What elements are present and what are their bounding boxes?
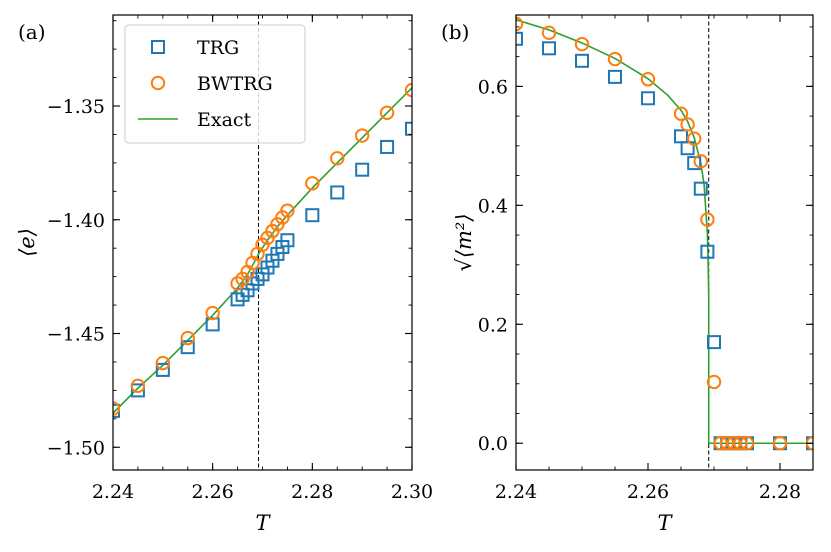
point-bwtrg: [680, 117, 695, 132]
point-trg: [516, 31, 523, 46]
y-tick-label: 0.0: [478, 433, 508, 455]
point-trg: [693, 181, 708, 196]
y-tick-label: −1.45: [47, 324, 105, 346]
point-bwtrg: [700, 212, 715, 227]
point-trg: [380, 139, 395, 154]
point-bwtrg: [379, 105, 395, 121]
point-bwtrg: [673, 106, 689, 121]
point-bwtrg: [280, 203, 295, 218]
point-bwtrg: [205, 305, 220, 321]
series-line-exact: [516, 18, 813, 445]
point-trg: [405, 121, 412, 136]
point-trg: [330, 185, 345, 200]
point-bwtrg: [155, 355, 171, 371]
point-trg: [235, 287, 250, 302]
x-tick-label: 2.28: [759, 481, 801, 503]
point-trg: [180, 340, 195, 355]
point-trg: [608, 69, 622, 84]
panel-a: 2.24 2.26 2.28 2.30 −1.50 −1.45 −1.40 −1.35 T ⟨e⟩…: [15, 14, 433, 535]
point-bwtrg: [354, 128, 370, 143]
point-bwtrg: [640, 72, 656, 87]
point-bwtrg: [772, 436, 788, 451]
point-bwtrg: [541, 25, 557, 41]
y-tick-label: 0.2: [478, 314, 508, 336]
point-trg: [305, 208, 320, 223]
point-trg: [280, 233, 295, 248]
series-line-exact: [113, 87, 412, 414]
legend-label: Exact: [197, 109, 252, 131]
point-bwtrg: [733, 436, 748, 451]
point-trg: [700, 244, 715, 259]
point-trg: [680, 141, 695, 156]
point-bwtrg: [305, 176, 320, 191]
y-tick-label: −1.40: [47, 210, 105, 232]
axes-frame: [515, 14, 814, 471]
point-bwtrg: [574, 36, 590, 52]
x-tick-label: 2.30: [391, 481, 433, 503]
point-trg: [130, 383, 145, 398]
point-trg: [542, 41, 556, 56]
y-tick-label: −1.50: [47, 437, 105, 459]
panel-label: (b): [441, 20, 469, 44]
point-bwtrg: [706, 374, 722, 390]
legend-marker: [151, 40, 165, 54]
point-trg: [575, 53, 589, 68]
x-axis-label: T: [255, 511, 271, 535]
point-trg: [250, 271, 265, 286]
y-tick-label: 0.4: [478, 195, 508, 217]
y-tick-label: −1.35: [47, 96, 105, 118]
point-trg: [155, 362, 170, 377]
panel-label: (a): [18, 20, 46, 44]
point-trg: [707, 335, 721, 350]
point-bwtrg: [693, 154, 708, 169]
x-tick-label: 2.26: [627, 481, 669, 503]
x-axis-label: T: [657, 511, 673, 535]
point-trg: [674, 129, 688, 144]
point-bwtrg: [330, 151, 345, 166]
point-bwtrg: [607, 51, 623, 67]
x-tick-label: 2.28: [291, 481, 333, 503]
panel-b: 2.24 2.26 2.28 0.0 0.2 0.4 0.6 T √⟨m²⟩ (b): [441, 14, 814, 535]
point-bwtrg: [739, 436, 755, 451]
point-trg: [230, 292, 245, 307]
x-tick-label: 2.26: [192, 481, 234, 503]
legend: TRG BWTRG Exact: [124, 24, 306, 144]
y-axis-label: ⟨e⟩: [15, 228, 39, 257]
legend-frame: [124, 24, 306, 144]
point-trg: [687, 156, 702, 171]
y-axis-label: √⟨m²⟩: [452, 213, 476, 271]
y-tick-label: 0.6: [478, 76, 508, 98]
point-bwtrg: [180, 330, 195, 346]
x-tick-label: 2.24: [495, 481, 537, 503]
point-bwtrg: [687, 131, 702, 146]
point-trg: [641, 91, 655, 106]
x-tick-label: 2.24: [92, 481, 134, 503]
point-bwtrg: [516, 16, 524, 32]
legend-marker: [150, 75, 166, 91]
legend-label: BWTRG: [197, 73, 273, 95]
point-trg: [355, 162, 370, 177]
point-bwtrg: [130, 378, 146, 394]
legend-label: TRG: [197, 37, 239, 59]
